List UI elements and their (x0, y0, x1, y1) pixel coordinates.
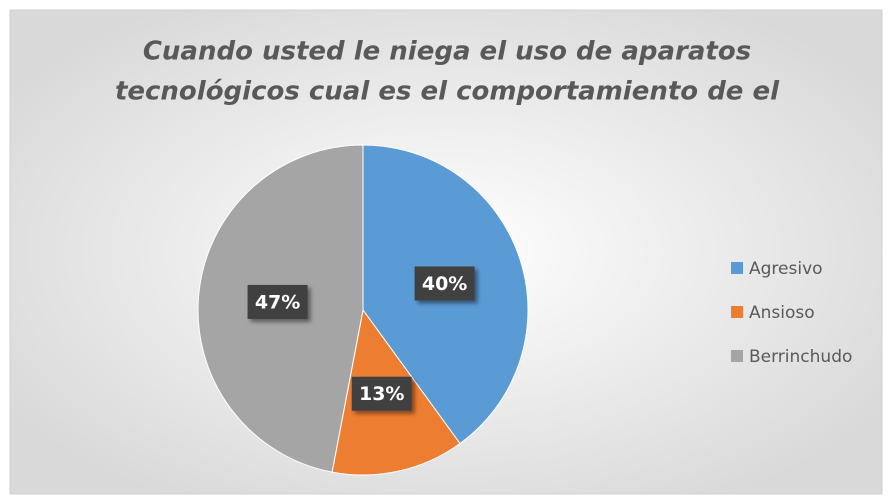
data-label-box (351, 376, 412, 411)
chart-title: Cuando usted le niega el uso de aparatos (143, 37, 751, 67)
legend-swatch (731, 350, 743, 362)
data-label-box (247, 284, 308, 319)
legend-label: Agresivo (749, 259, 823, 279)
legend-label: Ansioso (749, 303, 815, 323)
chart-title: tecnológicos cual es el comportamiento d… (115, 77, 780, 107)
legend-swatch (731, 306, 743, 318)
data-label: 13% (359, 383, 404, 405)
legend-label: Berrinchudo (749, 347, 852, 367)
data-label-box (414, 266, 475, 301)
data-label: 47% (255, 291, 300, 313)
data-label: 40% (422, 273, 467, 295)
legend-swatch (731, 262, 743, 274)
